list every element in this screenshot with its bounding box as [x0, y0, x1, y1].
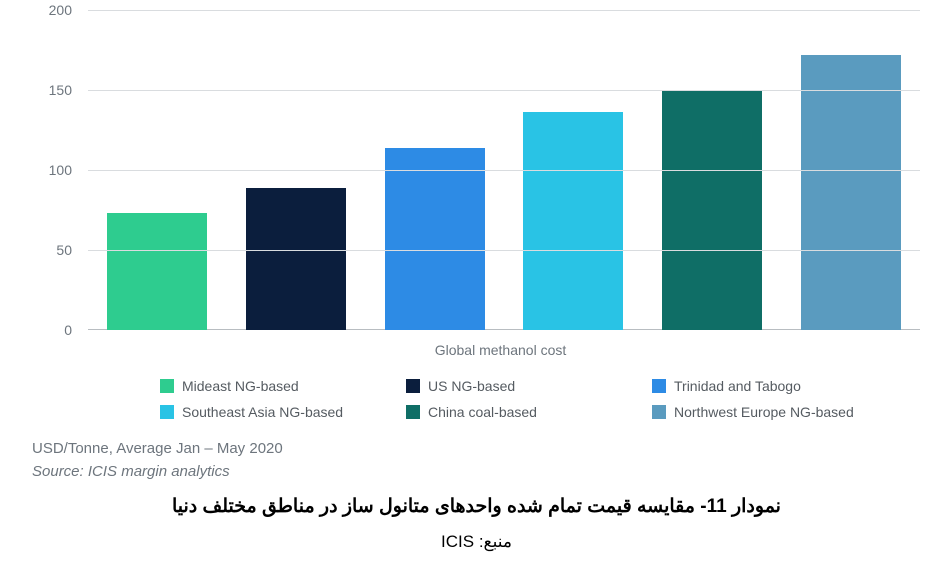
bar [246, 188, 346, 330]
caption-source-value: ICIS [441, 532, 474, 551]
legend-item: Southeast Asia NG-based [160, 404, 406, 420]
gridline [88, 90, 920, 91]
legend-item: Northwest Europe NG-based [652, 404, 898, 420]
legend-swatch [406, 379, 420, 393]
legend: Mideast NG-based US NG-based Trinidad and … [160, 378, 900, 420]
legend-swatch [652, 405, 666, 419]
legend-label: Mideast NG-based [182, 378, 299, 394]
legend-swatch [160, 379, 174, 393]
legend-swatch [406, 405, 420, 419]
y-tick-label: 100 [49, 162, 72, 178]
chart-subtext: USD/Tonne, Average Jan – May 2020 Source… [32, 438, 923, 483]
bar [107, 213, 207, 330]
plot-area [88, 10, 920, 330]
y-tick-label: 150 [49, 82, 72, 98]
legend-item: Mideast NG-based [160, 378, 406, 394]
legend-row: Mideast NG-based US NG-based Trinidad and … [160, 378, 900, 394]
chart-area: 050100150200 [40, 10, 920, 330]
legend-label: Northwest Europe NG-based [674, 404, 854, 420]
legend-item: China coal-based [406, 404, 652, 420]
gridline [88, 170, 920, 171]
legend-item: US NG-based [406, 378, 652, 394]
gridline [88, 250, 920, 251]
y-axis: 050100150200 [40, 10, 80, 330]
legend-label: China coal-based [428, 404, 537, 420]
x-axis-label: Global methanol cost [78, 330, 923, 358]
y-tick-label: 200 [49, 2, 72, 18]
legend-row: Southeast Asia NG-based China coal-based N… [160, 404, 900, 420]
legend-label: Trinidad and Tabogo [674, 378, 801, 394]
caption-source-prefix: منبع: [479, 532, 512, 551]
caption-source-fa: منبع: ICIS [30, 532, 923, 552]
y-tick-label: 50 [56, 242, 72, 258]
bar [662, 90, 762, 330]
gridline [88, 10, 920, 11]
unit-line: USD/Tonne, Average Jan – May 2020 [32, 438, 923, 461]
figure-container: 0 50 100 150 200 Global methanol cost Mideas… [0, 0, 943, 581]
legend-swatch [160, 405, 174, 419]
y-tick-label: 0 [64, 322, 72, 338]
bar [801, 55, 901, 330]
legend-label: Southeast Asia NG-based [182, 404, 343, 420]
legend-swatch [652, 379, 666, 393]
bar [385, 148, 485, 330]
caption-title-fa: نمودار 11- مقایسه قیمت تمام شده واحدهای … [30, 495, 923, 518]
legend-item: Trinidad and Tabogo [652, 378, 898, 394]
legend-label: US NG-based [428, 378, 515, 394]
bar [523, 112, 623, 330]
source-line: Source: ICIS margin analytics [32, 461, 923, 484]
